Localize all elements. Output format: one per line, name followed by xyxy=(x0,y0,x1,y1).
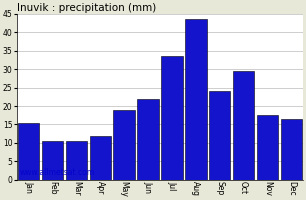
Bar xyxy=(209,91,230,180)
Bar xyxy=(66,141,87,180)
Bar xyxy=(281,119,302,180)
Bar xyxy=(233,71,254,180)
Bar xyxy=(42,141,63,180)
Bar xyxy=(137,99,159,180)
Bar xyxy=(18,123,39,180)
Text: www.allmetsat.com: www.allmetsat.com xyxy=(20,168,95,177)
Bar xyxy=(257,115,278,180)
Bar xyxy=(185,19,207,180)
Bar xyxy=(161,56,183,180)
Text: Inuvik : precipitation (mm): Inuvik : precipitation (mm) xyxy=(17,3,156,13)
Bar xyxy=(114,110,135,180)
Bar xyxy=(90,136,111,180)
